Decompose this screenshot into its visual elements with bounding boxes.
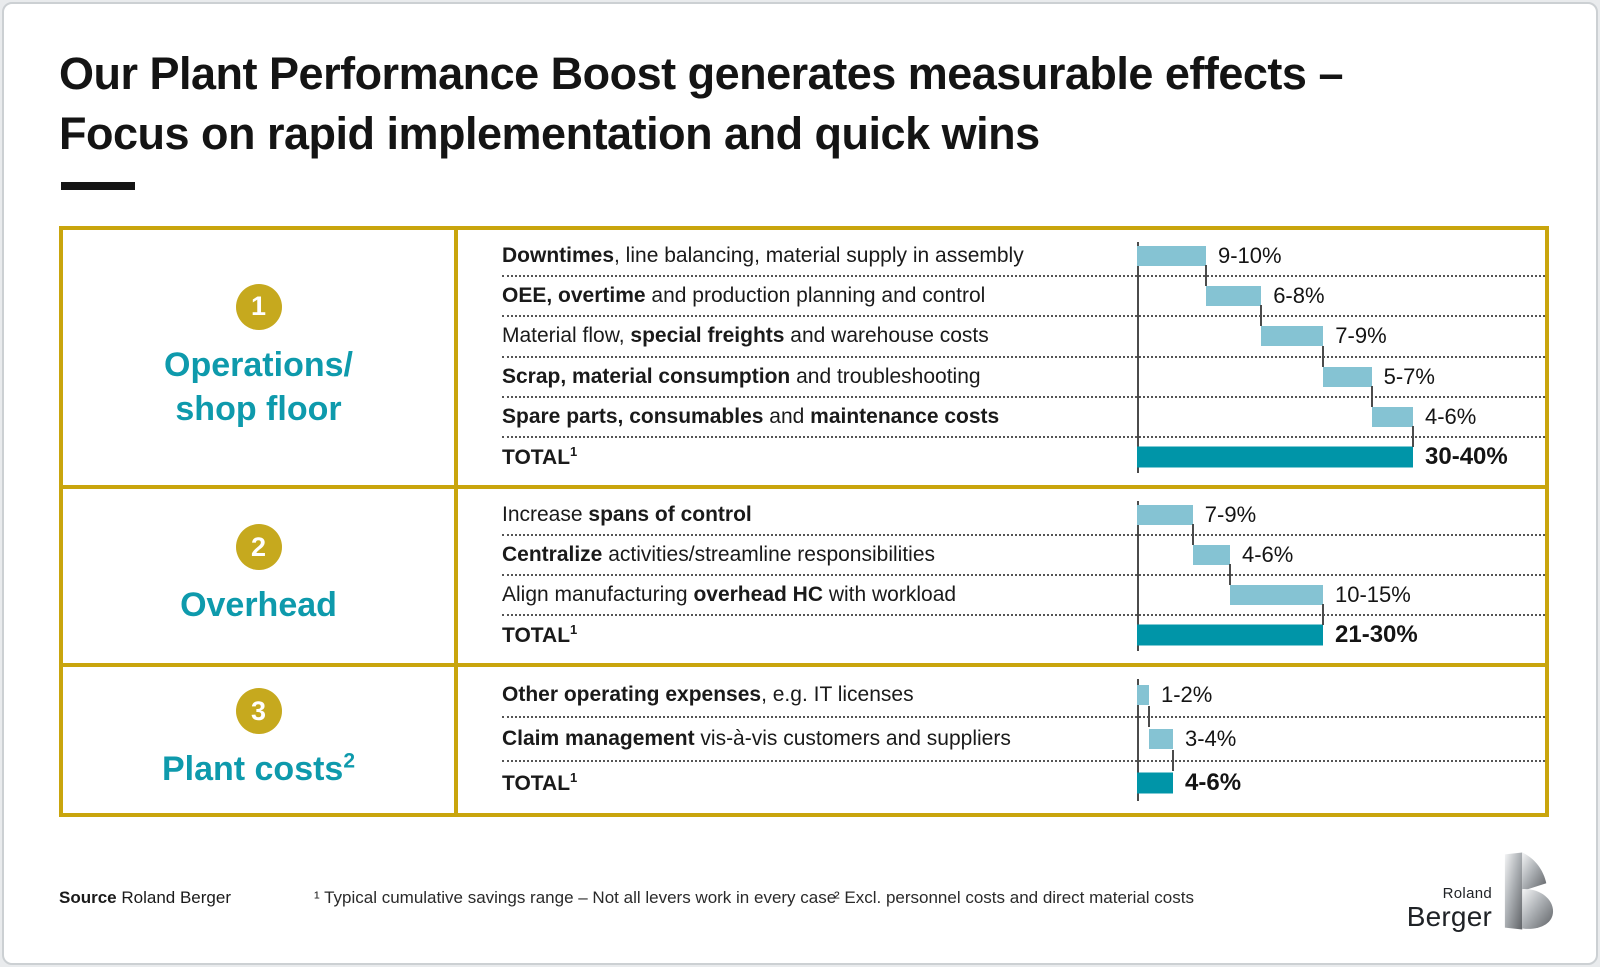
savings-bar <box>1206 286 1262 307</box>
lever-row: OEE, overtime and production planning an… <box>502 277 1545 327</box>
bar-connector-tick <box>1191 524 1194 545</box>
savings-bar <box>1323 366 1372 387</box>
footer: Source Roland Berger ¹ Typical cumulativ… <box>4 852 1596 940</box>
total-savings-bar <box>1137 446 1413 468</box>
section-label: Plant costs2 <box>161 750 356 789</box>
bar-connector-tick <box>1148 706 1150 727</box>
section-label: Operations/shop floor <box>164 345 353 428</box>
total-savings-value: 4-6% <box>1185 769 1242 796</box>
savings-value: 4-6% <box>1242 542 1294 567</box>
lever-row: Spare parts, consumables and maintenance… <box>502 398 1545 447</box>
lever-label: Downtimes, line balancing, material supp… <box>502 244 1024 268</box>
savings-value: 5-7% <box>1383 363 1435 389</box>
bar-connector-tick <box>1260 305 1263 327</box>
savings-bar <box>1137 685 1149 705</box>
section-operations-header: 1 Operations/shop floor <box>63 230 458 485</box>
bar-connector-tick <box>1412 425 1414 447</box>
bar-connector-tick <box>1205 265 1207 287</box>
chart-axis-line <box>1137 501 1139 651</box>
section-overhead-header: 2 Overhead <box>63 489 458 663</box>
roland-berger-logo: Roland Berger <box>1407 852 1554 935</box>
lever-label: Increase spans of control <box>502 503 752 526</box>
savings-bar <box>1192 545 1230 565</box>
section-plant-costs: 3 Plant costs2 Other operating expenses,… <box>63 663 1545 813</box>
lever-row: Increase spans of control 7-9% <box>502 496 1545 545</box>
total-row: TOTAL1 4-6% <box>502 762 1545 804</box>
bar-connector-tick <box>1322 345 1325 367</box>
chart-axis-line <box>1137 679 1139 801</box>
section-number-badge: 1 <box>235 283 282 330</box>
savings-value: 7-9% <box>1335 323 1387 349</box>
section-overhead: 2 Overhead Increase spans of control 7-9%… <box>63 485 1545 663</box>
title-underline-rule <box>61 182 135 190</box>
chart-axis-line <box>1137 242 1139 473</box>
section-plant-costs-header: 3 Plant costs2 <box>63 667 458 813</box>
logo-berger-text: Berger <box>1406 901 1492 932</box>
logo-roland-text: Roland <box>1442 885 1492 902</box>
effects-table: 1 Operations/shop floor Downtimes, line … <box>59 226 1549 817</box>
total-savings-value: 21-30% <box>1335 621 1418 648</box>
section-overhead-chart: Increase spans of control 7-9% Centralize … <box>458 489 1545 663</box>
total-label: TOTAL1 <box>502 622 578 647</box>
lever-row: Material flow, special freights and ware… <box>502 317 1545 367</box>
section-operations: 1 Operations/shop floor Downtimes, line … <box>63 230 1545 485</box>
savings-bar <box>1137 505 1193 525</box>
lever-label: OEE, overtime and production planning an… <box>502 284 986 308</box>
savings-bar <box>1149 729 1173 749</box>
savings-value: 6-8% <box>1273 283 1325 309</box>
bar-connector-tick <box>1322 604 1324 625</box>
total-row: TOTAL1 30-40% <box>502 438 1545 476</box>
bar-connector-tick <box>1370 385 1373 407</box>
savings-bar <box>1230 585 1323 605</box>
section-number-badge: 2 <box>235 524 282 571</box>
lever-row: Claim management vis-à-vis customers and… <box>502 718 1545 771</box>
roland-berger-b-icon <box>1502 852 1554 935</box>
lever-label: Align manufacturing overhead HC with wor… <box>502 583 957 606</box>
lever-row: Downtimes, line balancing, material supp… <box>502 237 1545 287</box>
lever-label: Centralize activities/streamline respons… <box>502 543 936 566</box>
total-row: TOTAL1 21-30% <box>502 616 1545 654</box>
bar-connector-tick <box>1229 564 1231 585</box>
total-savings-bar <box>1137 772 1173 794</box>
lever-row: Align manufacturing overhead HC with wor… <box>502 576 1545 625</box>
lever-row: Centralize activities/streamline respons… <box>502 536 1545 585</box>
page-title-line2: Focus on rapid implementation and quick … <box>59 107 1040 159</box>
lever-label: Other operating expenses, e.g. IT licens… <box>502 683 914 706</box>
total-label: TOTAL1 <box>502 770 578 795</box>
savings-bar <box>1137 246 1206 267</box>
savings-value: 10-15% <box>1335 582 1411 607</box>
lever-label: Spare parts, consumables and maintenance… <box>502 404 1000 428</box>
footnote-2: ² Excl. personnel costs and direct mater… <box>834 888 1194 907</box>
total-label: TOTAL1 <box>502 443 578 469</box>
savings-value: 7-9% <box>1204 502 1257 527</box>
lever-label: Scrap, material consumption and troubles… <box>502 364 981 388</box>
total-savings-bar <box>1137 624 1323 646</box>
logo-wordmark: Roland Berger <box>1407 886 1492 935</box>
section-number-badge: 3 <box>235 688 282 735</box>
footnote-1: ¹ Typical cumulative savings range – Not… <box>314 888 837 907</box>
lever-label: Claim management vis-à-vis customers and… <box>502 727 1011 750</box>
source-note: Source Roland Berger <box>59 888 231 908</box>
section-plant-costs-chart: Other operating expenses, e.g. IT licens… <box>458 667 1545 813</box>
section-label: Overhead <box>180 586 337 625</box>
page-title-line1: Our Plant Performance Boost generates me… <box>59 48 1343 99</box>
savings-value: 3-4% <box>1185 726 1237 751</box>
source-value: Roland Berger <box>116 888 231 907</box>
bar-connector-tick <box>1172 750 1174 771</box>
savings-bar <box>1371 406 1413 427</box>
savings-bar <box>1261 326 1324 347</box>
savings-value: 1-2% <box>1161 682 1213 707</box>
page-title: Our Plant Performance Boost generates me… <box>59 44 1343 164</box>
lever-row: Scrap, material consumption and troubles… <box>502 358 1545 407</box>
total-savings-value: 30-40% <box>1425 442 1508 470</box>
section-operations-chart: Downtimes, line balancing, material supp… <box>458 230 1545 485</box>
savings-value: 9-10% <box>1218 243 1282 269</box>
lever-row: Other operating expenses, e.g. IT licens… <box>502 674 1545 727</box>
savings-value: 4-6% <box>1425 403 1477 429</box>
source-label: Source <box>59 888 117 907</box>
lever-label: Material flow, special freights and ware… <box>502 324 989 348</box>
